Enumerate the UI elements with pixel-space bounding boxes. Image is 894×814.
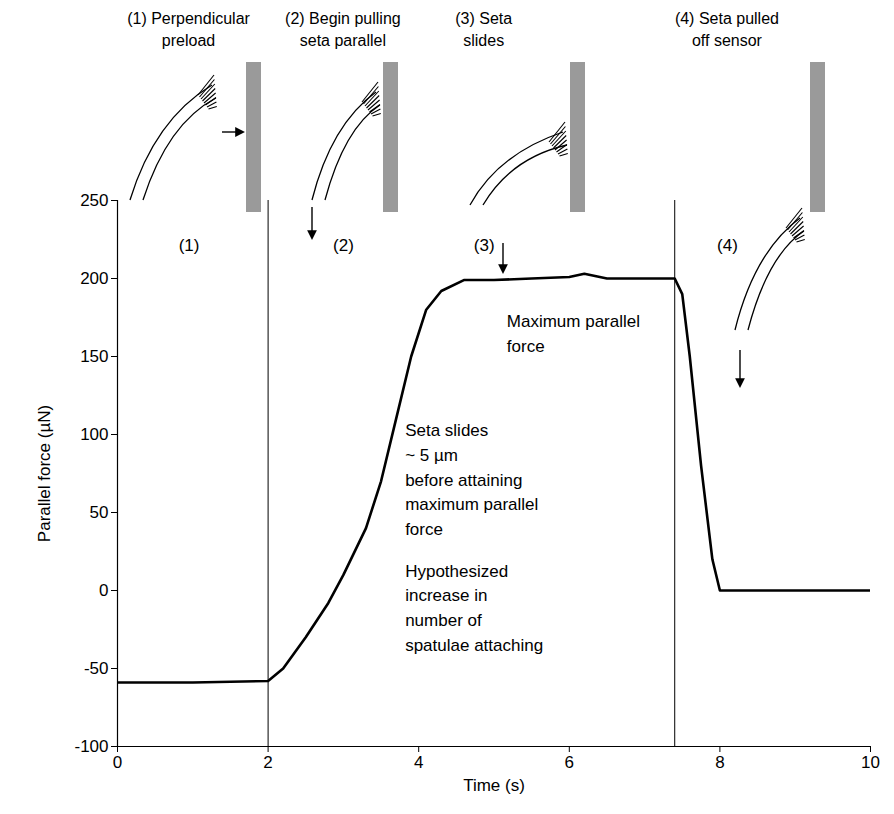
svg-text:(3): (3) [474, 236, 495, 255]
svg-text:-50: -50 [84, 659, 109, 678]
svg-text:(1): (1) [179, 236, 200, 255]
svg-text:Parallel force (µN): Parallel force (µN) [35, 405, 54, 542]
svg-text:-100: -100 [74, 737, 108, 756]
svg-text:4: 4 [414, 753, 423, 772]
svg-text:(3) Setaslides: (3) Setaslides [455, 10, 512, 49]
svg-text:Maximum parallelforce: Maximum parallelforce [507, 312, 640, 356]
svg-text:(4) Seta pulledoff sensor: (4) Seta pulledoff sensor [675, 10, 779, 49]
svg-text:Time (s): Time (s) [463, 776, 525, 795]
svg-text:(1) Perpendicularpreload: (1) Perpendicularpreload [127, 10, 250, 49]
svg-text:(2) Begin pullingseta parallel: (2) Begin pullingseta parallel [285, 10, 401, 49]
svg-text:150: 150 [80, 347, 108, 366]
svg-text:100: 100 [80, 425, 108, 444]
svg-text:250: 250 [80, 191, 108, 210]
svg-text:8: 8 [715, 753, 724, 772]
svg-text:Seta slides~ 5 µmbefore attain: Seta slides~ 5 µmbefore attainingmaximum… [405, 421, 538, 539]
svg-text:2: 2 [263, 753, 272, 772]
svg-text:200: 200 [80, 269, 108, 288]
svg-text:0: 0 [99, 581, 108, 600]
svg-text:0: 0 [113, 753, 122, 772]
svg-text:(2): (2) [333, 236, 354, 255]
svg-text:(4): (4) [717, 236, 738, 255]
svg-text:6: 6 [565, 753, 574, 772]
svg-text:10: 10 [861, 753, 880, 772]
svg-text:50: 50 [90, 503, 109, 522]
svg-text:Hypothesizedincrease innumber: Hypothesizedincrease innumber ofspatulae… [405, 562, 543, 655]
